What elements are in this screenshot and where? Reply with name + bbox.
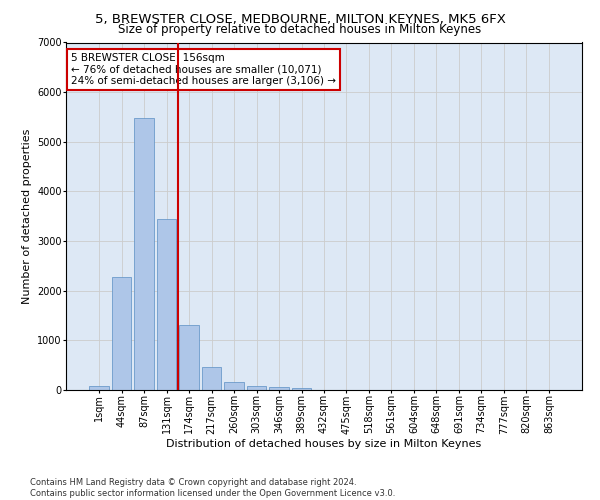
Bar (134, 118, 154, 390)
Bar (89, 386, 109, 390)
Bar (202, 366, 221, 390)
Text: 5, BREWSTER CLOSE, MEDBOURNE, MILTON KEYNES, MK5 6FX: 5, BREWSTER CLOSE, MEDBOURNE, MILTON KEY… (95, 12, 505, 26)
Text: Size of property relative to detached houses in Milton Keynes: Size of property relative to detached ho… (118, 22, 482, 36)
Bar (179, 325, 199, 390)
Bar (269, 387, 289, 390)
Bar (112, 277, 131, 390)
Y-axis label: Number of detached properties: Number of detached properties (22, 128, 32, 304)
Text: 5 BREWSTER CLOSE: 156sqm
← 76% of detached houses are smaller (10,071)
24% of se: 5 BREWSTER CLOSE: 156sqm ← 76% of detach… (71, 53, 336, 86)
X-axis label: Distribution of detached houses by size in Milton Keynes: Distribution of detached houses by size … (166, 439, 482, 449)
Bar (247, 386, 266, 390)
Bar (224, 382, 244, 390)
Bar (292, 388, 311, 390)
Bar (157, 219, 176, 390)
Text: Contains HM Land Registry data © Crown copyright and database right 2024.
Contai: Contains HM Land Registry data © Crown c… (30, 478, 395, 498)
